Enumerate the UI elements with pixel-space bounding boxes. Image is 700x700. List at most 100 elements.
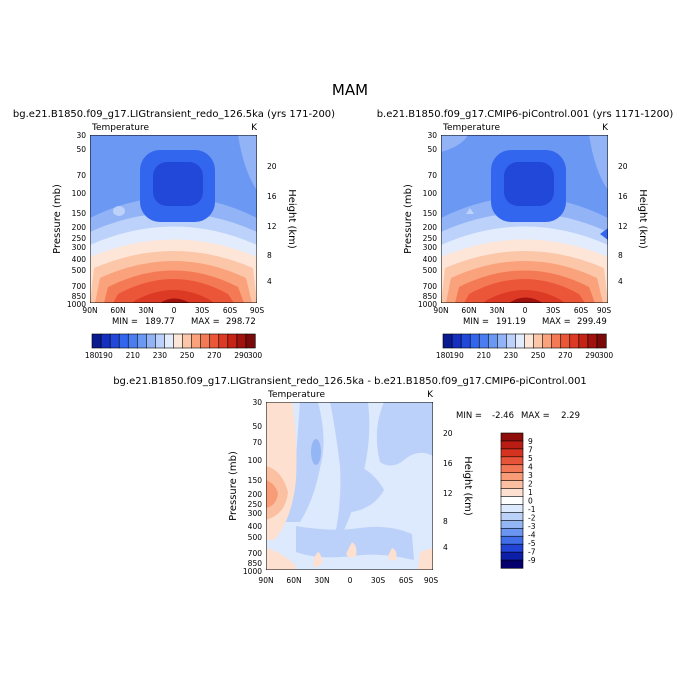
colorbar-swatch (569, 333, 580, 349)
colorbar-swatch (182, 333, 193, 349)
panel-difference: bg.e21.B1850.f09_g17.LIGtransient_redo_1… (113, 376, 587, 585)
colorbar-swatch (500, 472, 524, 482)
colorbar-swatch (245, 333, 256, 349)
max-value: 299.49 (577, 317, 607, 327)
colorbar-tick-label: 300 (248, 351, 263, 360)
height-axis-label: Height (km) (462, 456, 473, 516)
y-axis-label: Pressure (mb) (403, 184, 414, 254)
colorbar-swatch (127, 333, 138, 349)
colorbar-tick-label: -7 (528, 548, 536, 557)
y-tick-label: 100 (423, 189, 438, 198)
colorbar-tick-label: -1 (528, 505, 536, 514)
colorbar-tick-label: 4 (528, 462, 533, 471)
contour-field (441, 135, 608, 303)
colorbar-swatch (500, 456, 524, 466)
colorbar-swatch (91, 333, 102, 349)
colorbar-swatch (500, 551, 524, 561)
colorbar-swatch (478, 333, 489, 349)
colorbar-tick-label: 180 (436, 351, 451, 360)
y-tick-label: 500 (248, 533, 263, 542)
colorbar-tick-label: -5 (528, 539, 536, 548)
y-tick-label: 300 (423, 243, 438, 252)
colorbar-swatch (500, 512, 524, 521)
y-tick-label: 700 (72, 282, 87, 291)
y-tick-label: 1000 (243, 567, 262, 576)
min-value: 189.77 (145, 317, 175, 327)
variable-label: Temperature (442, 123, 500, 133)
max-label: MAX = (521, 411, 550, 421)
contour-field (90, 135, 257, 303)
colorbar-swatch (542, 333, 553, 349)
colorbar-tick-label: 270 (558, 351, 573, 360)
height-tick-label: 12 (618, 222, 628, 231)
colorbar-tick-label: 230 (153, 351, 168, 360)
x-tick-label: 90N (258, 576, 273, 585)
colorbar-swatch (164, 333, 175, 349)
colorbar-tick-label: 250 (180, 351, 195, 360)
x-tick-label: 60S (399, 576, 414, 585)
height-tick-label: 8 (618, 251, 623, 260)
height-axis-label: Height (km) (637, 189, 648, 249)
height-tick-label: 16 (443, 459, 453, 468)
colorbar-swatch (451, 333, 462, 349)
colorbar-tick-label: 1 (528, 488, 533, 497)
y-tick-label: 200 (248, 490, 263, 499)
x-tick-label: 60N (286, 576, 301, 585)
x-tick-label: 60S (223, 306, 238, 315)
colorbar-swatch (218, 333, 229, 349)
colorbar-tick-label: 210 (477, 351, 492, 360)
max-label: MAX = (542, 317, 571, 327)
units-label: K (427, 390, 434, 400)
x-tick-label: 0 (348, 576, 353, 585)
colorbar-tick-label: 3 (528, 471, 533, 480)
x-tick-label: 60N (110, 306, 125, 315)
colorbar-swatch (497, 333, 507, 349)
colorbar-tick-label: 300 (599, 351, 614, 360)
min-label: MIN = (112, 317, 138, 327)
x-tick-label: 90N (82, 306, 97, 315)
colorbar-tick-label: 270 (207, 351, 222, 360)
y-tick-label: 50 (76, 145, 86, 154)
colorbar-tick-label: -3 (528, 522, 536, 531)
y-tick-label: 30 (76, 131, 86, 140)
y-tick-label: 150 (423, 209, 438, 218)
x-tick-label: 30S (371, 576, 386, 585)
colorbar-tick-label: -4 (528, 531, 536, 540)
colorbar-swatch (442, 333, 453, 349)
colorbar-swatch (209, 333, 220, 349)
colorbar-swatch (500, 535, 524, 545)
y-tick-label: 1000 (418, 300, 437, 309)
variable-label: Temperature (91, 123, 149, 133)
colorbar-swatch (460, 333, 471, 349)
colorbar-tick-label: 290 (234, 351, 249, 360)
colorbar-tick-label: 290 (585, 351, 600, 360)
colorbar-swatch (500, 527, 524, 537)
colorbar-tick-label: 250 (531, 351, 546, 360)
y-tick-label: 100 (72, 189, 87, 198)
colorbar-swatch (200, 333, 211, 349)
colorbar-swatch (500, 448, 524, 458)
units-label: K (251, 123, 258, 133)
colorbar-tick-label: 9 (528, 437, 533, 446)
y-tick-label: 250 (248, 500, 263, 509)
height-tick-label: 20 (443, 429, 453, 438)
colorbar-swatch (587, 333, 598, 349)
x-tick-label: 90S (424, 576, 439, 585)
colorbar-swatch (155, 333, 166, 349)
y-tick-label: 30 (252, 398, 262, 407)
max-value: 2.29 (561, 411, 580, 421)
height-tick-label: 12 (267, 222, 277, 231)
y-tick-label: 30 (427, 131, 437, 140)
colorbar-swatch (500, 440, 524, 450)
colorbar-tick-label: 0 (528, 497, 533, 506)
x-tick-label: 90N (433, 306, 448, 315)
colorbar-swatch (500, 504, 524, 514)
variable-label: Temperature (267, 390, 325, 400)
height-tick-label: 16 (267, 192, 277, 201)
colorbar-tick-label: 210 (126, 351, 141, 360)
colorbar: 180 190 210 230 250 270 290 300 (436, 333, 614, 360)
colorbar-swatch (146, 333, 156, 349)
colorbar-tick-label: 2 (528, 479, 533, 488)
